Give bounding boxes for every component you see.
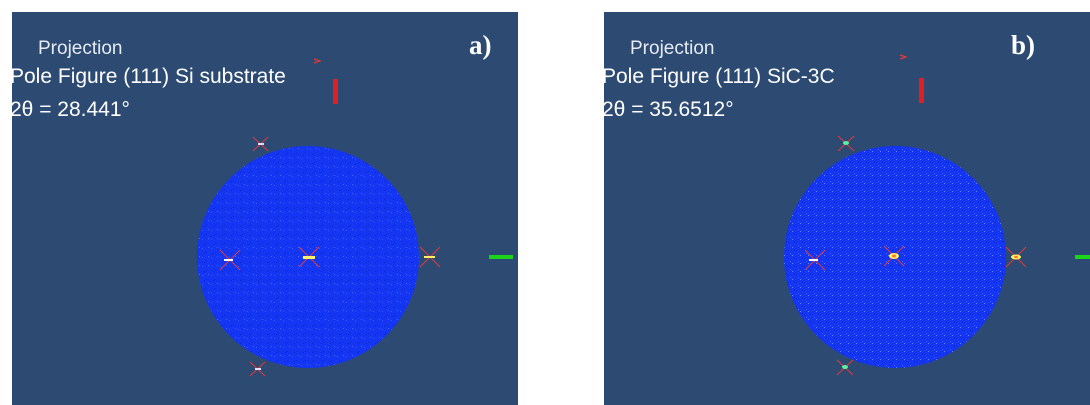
axis-arrow-icon (313, 58, 322, 64)
pole-figure-title: Pole Figure (111) Si substrate (12, 65, 286, 88)
panel-letter: a) (469, 30, 492, 60)
projection-label: Projection (38, 38, 123, 59)
pole-figure-panel-a: Projection Pole Figure (111) Si substrat… (12, 12, 518, 405)
pole-figure-title: Pole Figure (111) SiC-3C (604, 65, 835, 88)
pole-marker (249, 361, 266, 377)
panel-letter: b) (1011, 30, 1036, 60)
pole-marker (219, 249, 241, 271)
pole-marker (298, 246, 320, 268)
pole-marker (804, 249, 826, 271)
z-axis-indicator (333, 79, 338, 104)
z-axis-indicator (919, 78, 924, 103)
pole-figure-plot-b (784, 54, 1090, 376)
pole-figure-panel-b: Projection Pole Figure (111) SiC-3C 2θ =… (604, 12, 1090, 405)
projection-label: Projection (630, 38, 715, 59)
x-axis-indicator (489, 255, 513, 259)
pole-marker (419, 246, 441, 268)
pole-marker (837, 135, 855, 152)
two-theta-label: 2θ = 35.6512° (604, 98, 734, 121)
pole-marker (836, 359, 854, 376)
axis-arrow-icon (899, 54, 908, 60)
pole-marker (883, 245, 905, 267)
pole-figure-plot-a (197, 58, 513, 377)
two-theta-label: 2θ = 28.441° (12, 98, 130, 121)
x-axis-indicator (1075, 255, 1090, 259)
pole-marker (1005, 246, 1027, 268)
pole-marker (252, 136, 269, 152)
